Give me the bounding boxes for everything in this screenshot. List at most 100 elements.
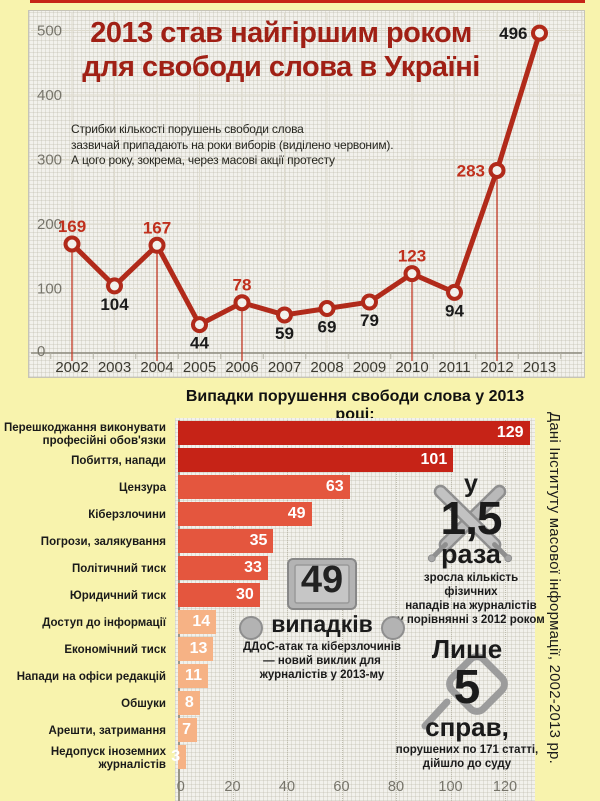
- svg-text:78: 78: [233, 276, 252, 295]
- bar-grid-line: [287, 420, 288, 801]
- bar-row: 30: [178, 583, 535, 607]
- bar: 30: [178, 583, 260, 607]
- bar-value-label: 33: [244, 559, 262, 576]
- bar-row: 8: [178, 691, 535, 715]
- bar-plot-area: 0 20 40 60 80 100 120 129 101 63 49 35 33 30 14 13 11 8 7 3: [171, 418, 535, 801]
- svg-text:94: 94: [445, 301, 464, 320]
- x-axis-tick-label: 0: [176, 779, 185, 795]
- svg-text:79: 79: [360, 311, 379, 330]
- bar: 63: [178, 475, 350, 499]
- bar-category-label: Напади на офіси редакцій: [16, 671, 166, 684]
- bar-value-label: 101: [420, 451, 448, 468]
- bar-category-label: Юридичний тиск: [69, 590, 166, 603]
- svg-text:2006: 2006: [225, 359, 258, 376]
- svg-text:496: 496: [499, 24, 527, 43]
- bar-row: 35: [178, 529, 535, 553]
- svg-text:2013: 2013: [523, 359, 556, 376]
- bar-value-label: 129: [496, 424, 524, 441]
- svg-text:44: 44: [190, 334, 209, 353]
- bar-category-label: Кіберзлочини: [88, 509, 166, 522]
- x-axis-tick-label: 40: [278, 779, 296, 795]
- attacks-annotation: у 1,5 раза зросла кількість фізичних напа…: [396, 472, 546, 627]
- svg-text:400: 400: [37, 87, 62, 104]
- bar-value-label: 35: [249, 532, 268, 549]
- bar-category-label: Доступ до інформації: [42, 617, 166, 630]
- court-prefix: Лише: [431, 634, 503, 664]
- bar-row: 129: [178, 421, 535, 445]
- svg-text:59: 59: [275, 324, 294, 343]
- svg-text:500: 500: [37, 23, 62, 40]
- attacks-number: 1,5: [440, 492, 503, 544]
- svg-text:2007: 2007: [268, 359, 301, 376]
- svg-text:2002: 2002: [55, 359, 88, 376]
- court-number: 5: [453, 661, 481, 714]
- svg-text:2004: 2004: [140, 359, 173, 376]
- bar-grid-line: [341, 420, 343, 801]
- svg-text:200: 200: [37, 216, 62, 233]
- bar-row: 7: [178, 718, 535, 742]
- svg-text:104: 104: [100, 295, 129, 314]
- bar-category-labels: Перешкоджання виконувати професійні обов…: [0, 418, 169, 772]
- svg-text:2005: 2005: [183, 359, 216, 376]
- bar-value-label: 63: [325, 478, 344, 495]
- bar-value-label: 8: [184, 694, 194, 711]
- bar-category-label: Економічний тиск: [64, 644, 166, 657]
- bar: 33: [178, 556, 268, 580]
- svg-text:169: 169: [58, 217, 86, 236]
- bar-category-label: Недопуск іноземних журналістів: [50, 746, 166, 771]
- bar: 101: [178, 448, 454, 472]
- svg-text:123: 123: [398, 247, 426, 266]
- bar-row: 101: [178, 448, 535, 472]
- bar: 3: [171, 745, 187, 769]
- svg-text:167: 167: [143, 218, 171, 237]
- line-chart-title: 2013 став найгіршим роком для свободи сло…: [82, 17, 480, 83]
- bar: 7: [178, 718, 198, 742]
- svg-text:283: 283: [457, 161, 485, 180]
- x-axis-tick-label: 120: [492, 779, 518, 795]
- bar: 129: [178, 421, 530, 445]
- court-annotation: Лише 5 справ, порушених по 171 статті, ді…: [392, 636, 542, 771]
- bar-value-label: 11: [185, 667, 202, 684]
- attacks-text: зросла кількість фізичних нападів на журн…: [397, 571, 545, 626]
- bar-grid-line: [232, 420, 234, 801]
- bar-row: 49: [178, 502, 535, 526]
- bar-chart-title: Випадки порушення свободи слова у 2013 р…: [185, 388, 525, 423]
- x-axis-tick-label: 100: [438, 779, 463, 795]
- gray-knob-icon: [239, 616, 263, 640]
- x-axis-tick-label: 20: [224, 779, 241, 795]
- bar-value-label: 7: [182, 721, 192, 738]
- bar-value-label: 3: [171, 748, 181, 765]
- bar-row: 3: [171, 745, 535, 769]
- bar-category-label: Погрози, залякування: [40, 536, 166, 549]
- court-text: порушених по 171 статті, дійшло до суду: [395, 744, 539, 771]
- attacks-prefix: у: [464, 470, 478, 498]
- bar-category-label: Цензура: [119, 482, 166, 495]
- bar-row: 63: [178, 475, 535, 499]
- gavel-icon: [421, 653, 508, 730]
- bar-value-label: 14: [192, 613, 211, 630]
- court-suffix: справ,: [425, 712, 509, 742]
- gray-knob-icon: [381, 616, 405, 640]
- bar: 49: [178, 502, 312, 526]
- bar: 13: [178, 637, 214, 661]
- bar-value-label: 13: [189, 640, 208, 657]
- svg-text:2008: 2008: [310, 359, 343, 376]
- line-chart-panel: 0 100 200 300 400 500 169 104 167 44 78 59 69 79 123 94…: [28, 10, 585, 378]
- x-axis-tick-label: 80: [387, 779, 405, 795]
- bar-row: 33: [178, 556, 535, 580]
- bar: 35: [178, 529, 274, 553]
- svg-text:2009: 2009: [353, 359, 386, 376]
- x-axis-tick-label: 60: [333, 779, 350, 795]
- bar-row: 14: [178, 610, 535, 634]
- cyber-number: 49: [300, 559, 344, 601]
- svg-text:2012: 2012: [480, 359, 513, 376]
- bar-grid-line: [505, 420, 506, 801]
- bar-grid-line: [450, 420, 452, 801]
- bar-value-label: 30: [235, 586, 254, 603]
- bar-grid-line: [396, 420, 397, 801]
- bar-category-label: Політичний тиск: [71, 563, 166, 576]
- top-red-strip: [30, 0, 585, 3]
- bar-category-label: Обшуки: [121, 698, 166, 711]
- svg-text:69: 69: [318, 317, 337, 336]
